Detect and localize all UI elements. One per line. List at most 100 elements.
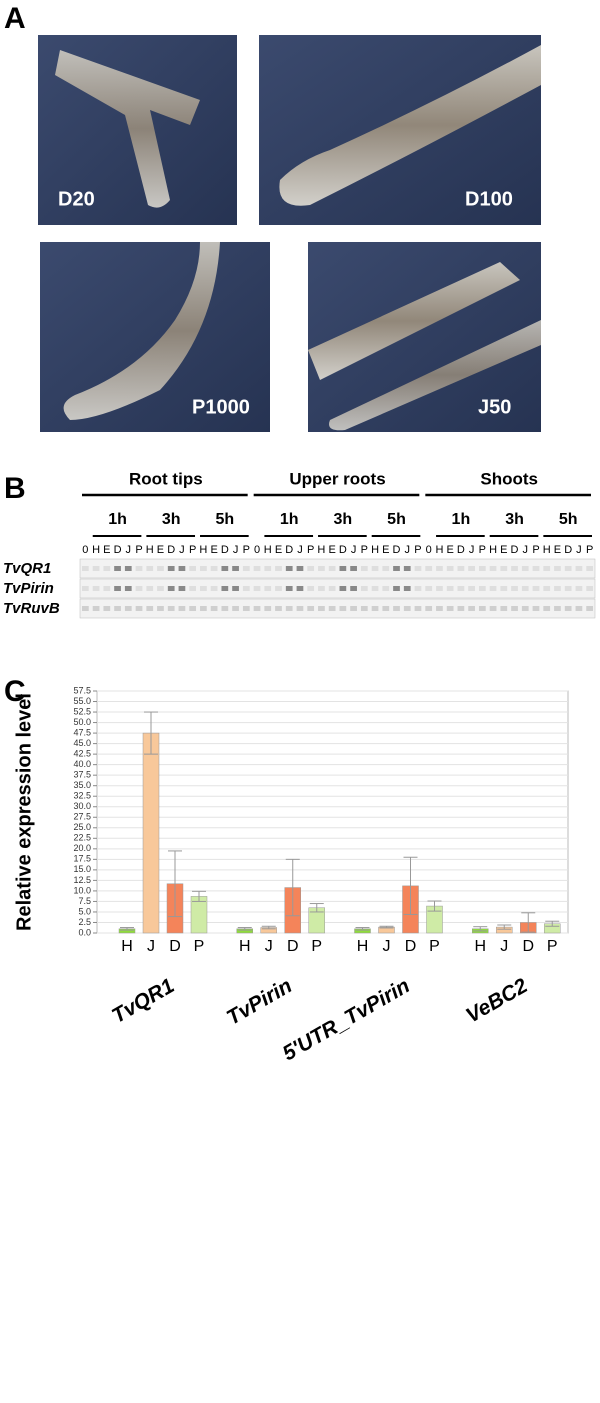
band [403, 606, 411, 611]
band [285, 566, 293, 571]
lane-label: E [554, 544, 561, 556]
band [586, 566, 593, 571]
band [200, 586, 207, 591]
chart: 0.02.55.07.510.012.515.017.520.022.525.0… [73, 685, 569, 1065]
panel-label: B [4, 472, 26, 505]
band [382, 566, 390, 571]
band [264, 606, 272, 611]
lane-label: J [233, 544, 239, 556]
error-bar [144, 711, 158, 755]
band [242, 586, 250, 591]
photo: J50 [308, 242, 541, 432]
band [146, 606, 154, 611]
band [232, 606, 239, 611]
band [575, 566, 583, 571]
band [200, 566, 207, 571]
lane-label: H [543, 544, 551, 556]
band [543, 566, 551, 571]
band [393, 566, 400, 571]
band [253, 566, 261, 571]
lane-label: E [328, 544, 335, 556]
band [307, 586, 315, 591]
lane-label: J [404, 544, 410, 556]
band [264, 586, 272, 591]
band [521, 566, 529, 571]
error-bar [261, 925, 276, 930]
band [103, 606, 111, 611]
band [543, 606, 551, 611]
band [478, 606, 486, 611]
group-label: Root tips [129, 469, 203, 488]
band [457, 586, 465, 591]
y-tick-label: 0.0 [78, 927, 91, 937]
band [446, 586, 454, 591]
band [436, 606, 443, 611]
photo-label: P1000 [192, 396, 250, 418]
lane-label: P [479, 544, 486, 556]
band [586, 586, 593, 591]
lane-label: 0 [254, 544, 260, 556]
y-tick-label: 30.0 [73, 801, 91, 811]
band [446, 566, 454, 571]
lane-label: E [103, 544, 110, 556]
band [414, 586, 422, 591]
band [468, 586, 475, 591]
x-tick-label: D [169, 938, 181, 955]
band [500, 586, 508, 591]
band [382, 606, 390, 611]
band [92, 566, 100, 571]
band [564, 586, 572, 591]
band [554, 606, 561, 611]
photo: D100 [259, 35, 541, 225]
band [296, 606, 304, 611]
band [82, 586, 89, 591]
band [189, 566, 197, 571]
band [511, 606, 518, 611]
band [371, 606, 379, 611]
x-tick-label: D [287, 938, 299, 955]
x-tick-label: D [522, 938, 534, 955]
band [92, 586, 100, 591]
band [200, 606, 207, 611]
band [403, 566, 411, 571]
error-bar [309, 903, 324, 913]
time-label: 1h [452, 511, 471, 528]
lane-label: D [221, 544, 229, 556]
y-tick-label: 25.0 [73, 822, 91, 832]
lane-label: J [297, 544, 303, 556]
lane-label: J [523, 544, 529, 556]
y-tick-label: 27.5 [73, 812, 91, 822]
y-tick-label: 50.0 [73, 717, 91, 727]
band [350, 586, 357, 591]
band [210, 566, 218, 571]
band [339, 586, 347, 591]
band [103, 586, 111, 591]
band [575, 606, 583, 611]
x-tick-label: P [429, 938, 440, 955]
lane-label: P [361, 544, 368, 556]
band [318, 566, 325, 571]
x-tick-label: P [547, 938, 558, 955]
band [532, 566, 540, 571]
band [403, 586, 411, 591]
band [328, 606, 336, 611]
band [468, 606, 475, 611]
lane-label: P [135, 544, 142, 556]
band [178, 606, 186, 611]
band [575, 586, 583, 591]
row-label: TvPirin [3, 580, 54, 597]
error-bar [355, 927, 370, 931]
lane-label: E [275, 544, 282, 556]
band [489, 586, 497, 591]
x-tick-label: J [500, 938, 508, 955]
error-bar [168, 850, 182, 918]
band [360, 586, 368, 591]
band [82, 606, 89, 611]
lane-label: D [114, 544, 122, 556]
y-tick-label: 35.0 [73, 780, 91, 790]
time-label: 1h [108, 511, 127, 528]
band [296, 566, 304, 571]
band [564, 606, 572, 611]
band [146, 566, 154, 571]
